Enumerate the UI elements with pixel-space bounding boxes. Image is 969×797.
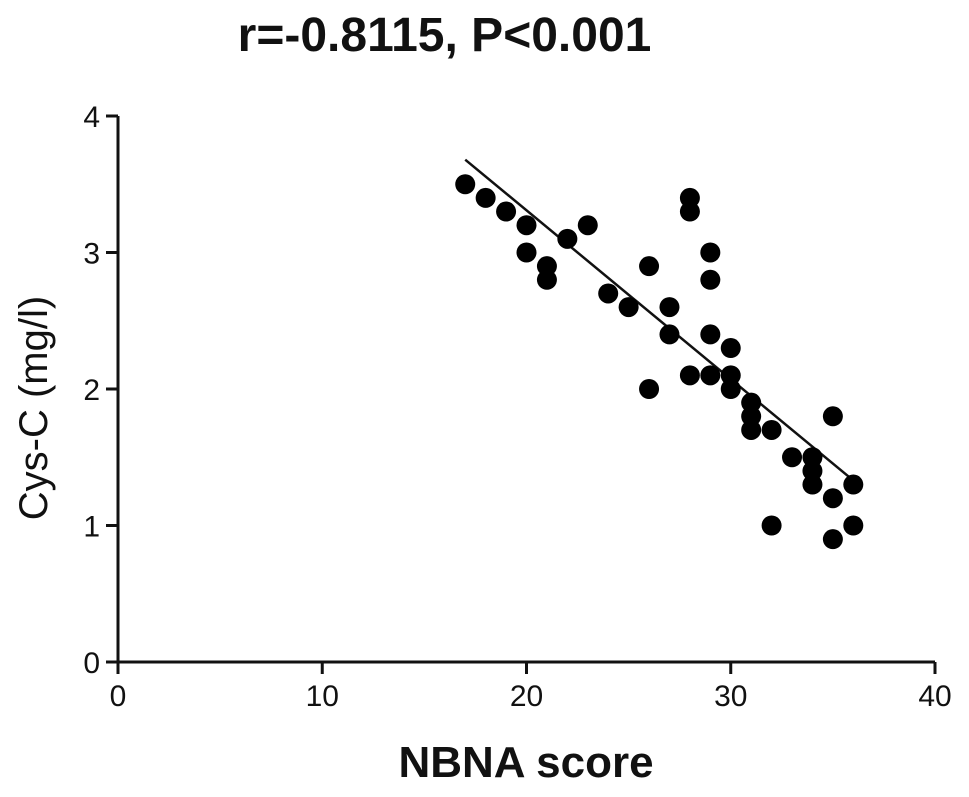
data-point	[741, 419, 762, 440]
data-point	[659, 324, 680, 345]
data-point	[822, 488, 843, 509]
x-tick-label: 0	[110, 680, 127, 713]
data-point	[639, 256, 660, 277]
data-point	[700, 269, 721, 290]
data-point	[782, 447, 803, 468]
data-point	[761, 515, 782, 536]
x-tick-label: 40	[918, 680, 951, 713]
data-point	[455, 174, 476, 195]
y-tick-label: 2	[83, 374, 100, 407]
data-point	[516, 242, 537, 263]
regression-line	[464, 158, 855, 482]
x-tick-label: 10	[306, 680, 339, 713]
x-tick-label: 20	[510, 680, 543, 713]
data-point	[700, 242, 721, 263]
data-point	[475, 187, 496, 208]
data-point	[761, 419, 782, 440]
data-point	[802, 474, 823, 495]
regression-line-group	[464, 158, 855, 482]
data-point	[496, 201, 517, 222]
data-points	[455, 174, 864, 550]
data-point	[822, 406, 843, 427]
data-point	[843, 515, 864, 536]
data-point	[536, 269, 557, 290]
data-point	[659, 297, 680, 318]
data-point	[720, 379, 741, 399]
data-point	[822, 529, 843, 550]
data-point	[618, 297, 639, 318]
data-point	[679, 201, 700, 222]
y-tick-label: 0	[83, 647, 100, 680]
axis-ticks: 0 10 20 30 40 0 1 2 3 4	[83, 101, 951, 713]
data-point	[700, 324, 721, 345]
data-point	[700, 365, 721, 386]
data-point	[843, 474, 864, 495]
y-tick-label: 1	[83, 511, 100, 544]
x-tick-label: 30	[714, 680, 747, 713]
data-point	[679, 365, 700, 386]
chart-title: r=-0.8115, P<0.001	[237, 9, 652, 62]
y-axis-label: Cys-C (mg/l)	[12, 295, 56, 521]
y-tick-label: 3	[83, 238, 100, 271]
data-point	[639, 379, 660, 399]
data-point	[577, 215, 598, 236]
data-point	[720, 338, 741, 359]
axes	[116, 116, 935, 664]
data-point	[557, 228, 578, 249]
data-point	[516, 215, 537, 236]
x-axis-label: NBNA score	[398, 738, 654, 787]
data-point	[598, 283, 619, 304]
y-tick-label: 4	[83, 101, 100, 134]
